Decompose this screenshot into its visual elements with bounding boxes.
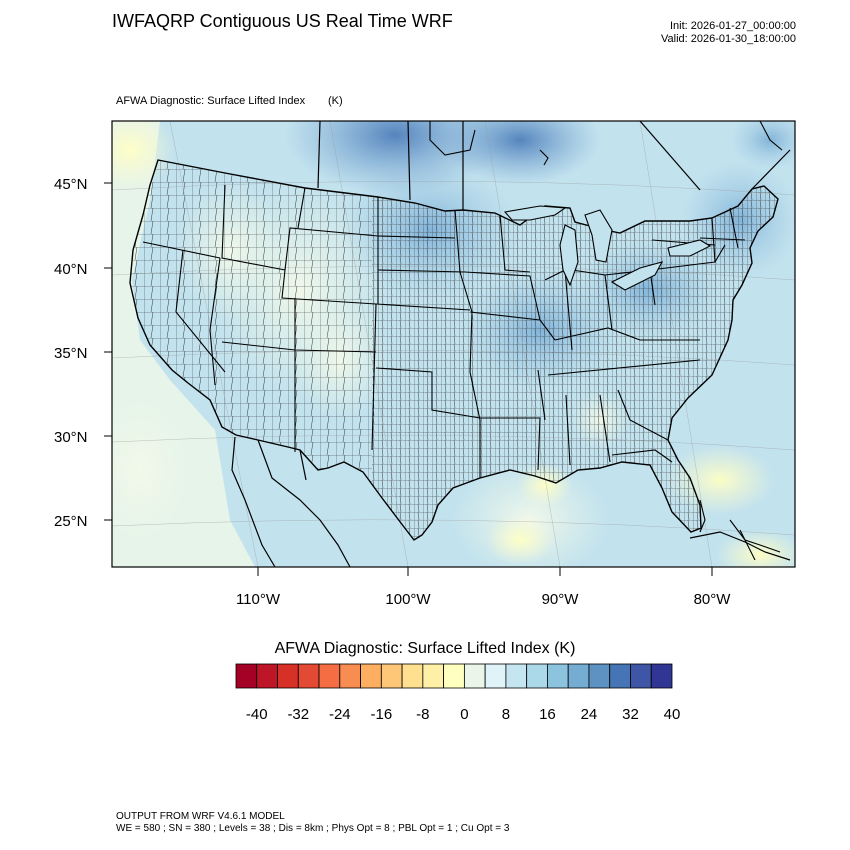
colorbar-swatch	[547, 663, 569, 689]
model-config: WE = 580 ; SN = 380 ; Levels = 38 ; Dis …	[116, 823, 510, 834]
colorbar-tick-label: 32	[622, 706, 639, 723]
colorbar-tick-label: -40	[246, 706, 268, 723]
lat-label: 45°N	[54, 176, 88, 193]
colorbar-swatch	[318, 663, 341, 689]
colorbar-swatch	[380, 663, 403, 689]
colorbar: -40 -32 -24 -16 -8 0 8 16 24 32 40	[235, 663, 681, 723]
colorbar-tick-label: 8	[502, 706, 510, 723]
lon-axis: 110°W 100°W 90°W 80°W	[236, 567, 731, 608]
colorbar-swatch	[297, 663, 320, 689]
lon-label: 110°W	[236, 591, 281, 608]
colorbar-swatch	[422, 663, 445, 689]
page-title: IWFAQRP Contiguous US Real Time WRF	[112, 11, 453, 31]
great-lakes	[503, 205, 712, 291]
valid-time: Valid: 2026-01-30_18:00:00	[661, 33, 796, 45]
colorbar-swatch	[443, 663, 465, 689]
field-name: AFWA Diagnostic: Surface Lifted Index	[116, 95, 306, 107]
colorbar-tick-label: -32	[287, 706, 309, 723]
colorbar-swatch	[526, 663, 548, 689]
colorbar-swatch	[339, 663, 361, 689]
colorbar-title: AFWA Diagnostic: Surface Lifted Index (K…	[274, 640, 576, 657]
lon-label: 80°W	[694, 591, 732, 608]
lat-label: 40°N	[54, 261, 88, 278]
colorbar-swatch	[609, 663, 631, 689]
colorbar-swatch	[567, 663, 590, 689]
colorbar-swatch	[360, 663, 382, 689]
colorbar-swatch	[463, 663, 486, 689]
colorbar-tick-label: 0	[460, 706, 468, 723]
colorbar-swatch	[650, 663, 673, 689]
lat-label: 35°N	[54, 345, 88, 362]
map-frame	[111, 120, 796, 568]
lon-label: 100°W	[385, 591, 431, 608]
colorbar-tick-label: 16	[539, 706, 556, 723]
colorbar-swatch	[277, 663, 299, 689]
colorbar-swatch	[588, 663, 611, 689]
colorbar-tick-label: 24	[581, 706, 598, 723]
colorbar-tick-label: 40	[664, 706, 681, 723]
lat-axis: 45°N 40°N 35°N 30°N 25°N	[54, 176, 112, 530]
lifted-index-field	[112, 121, 795, 567]
field-units: (K)	[328, 95, 343, 107]
colorbar-tick-label: -16	[370, 706, 392, 723]
lat-label: 25°N	[54, 513, 88, 530]
colorbar-swatch	[505, 663, 528, 689]
colorbar-swatch	[235, 663, 258, 689]
model-info: OUTPUT FROM WRF V4.6.1 MODEL	[116, 811, 285, 822]
colorbar-swatch	[630, 663, 652, 689]
colorbar-swatch	[401, 663, 424, 689]
colorbar-swatch	[484, 663, 507, 689]
lon-label: 90°W	[542, 591, 580, 608]
lat-label: 30°N	[54, 429, 88, 446]
colorbar-swatch	[256, 663, 278, 689]
country-borders	[231, 121, 791, 567]
init-time: Init: 2026-01-27_00:00:00	[670, 20, 796, 32]
colorbar-tick-label: -24	[329, 706, 351, 723]
state-borders	[142, 184, 746, 478]
colorbar-tick-label: -8	[416, 706, 429, 723]
